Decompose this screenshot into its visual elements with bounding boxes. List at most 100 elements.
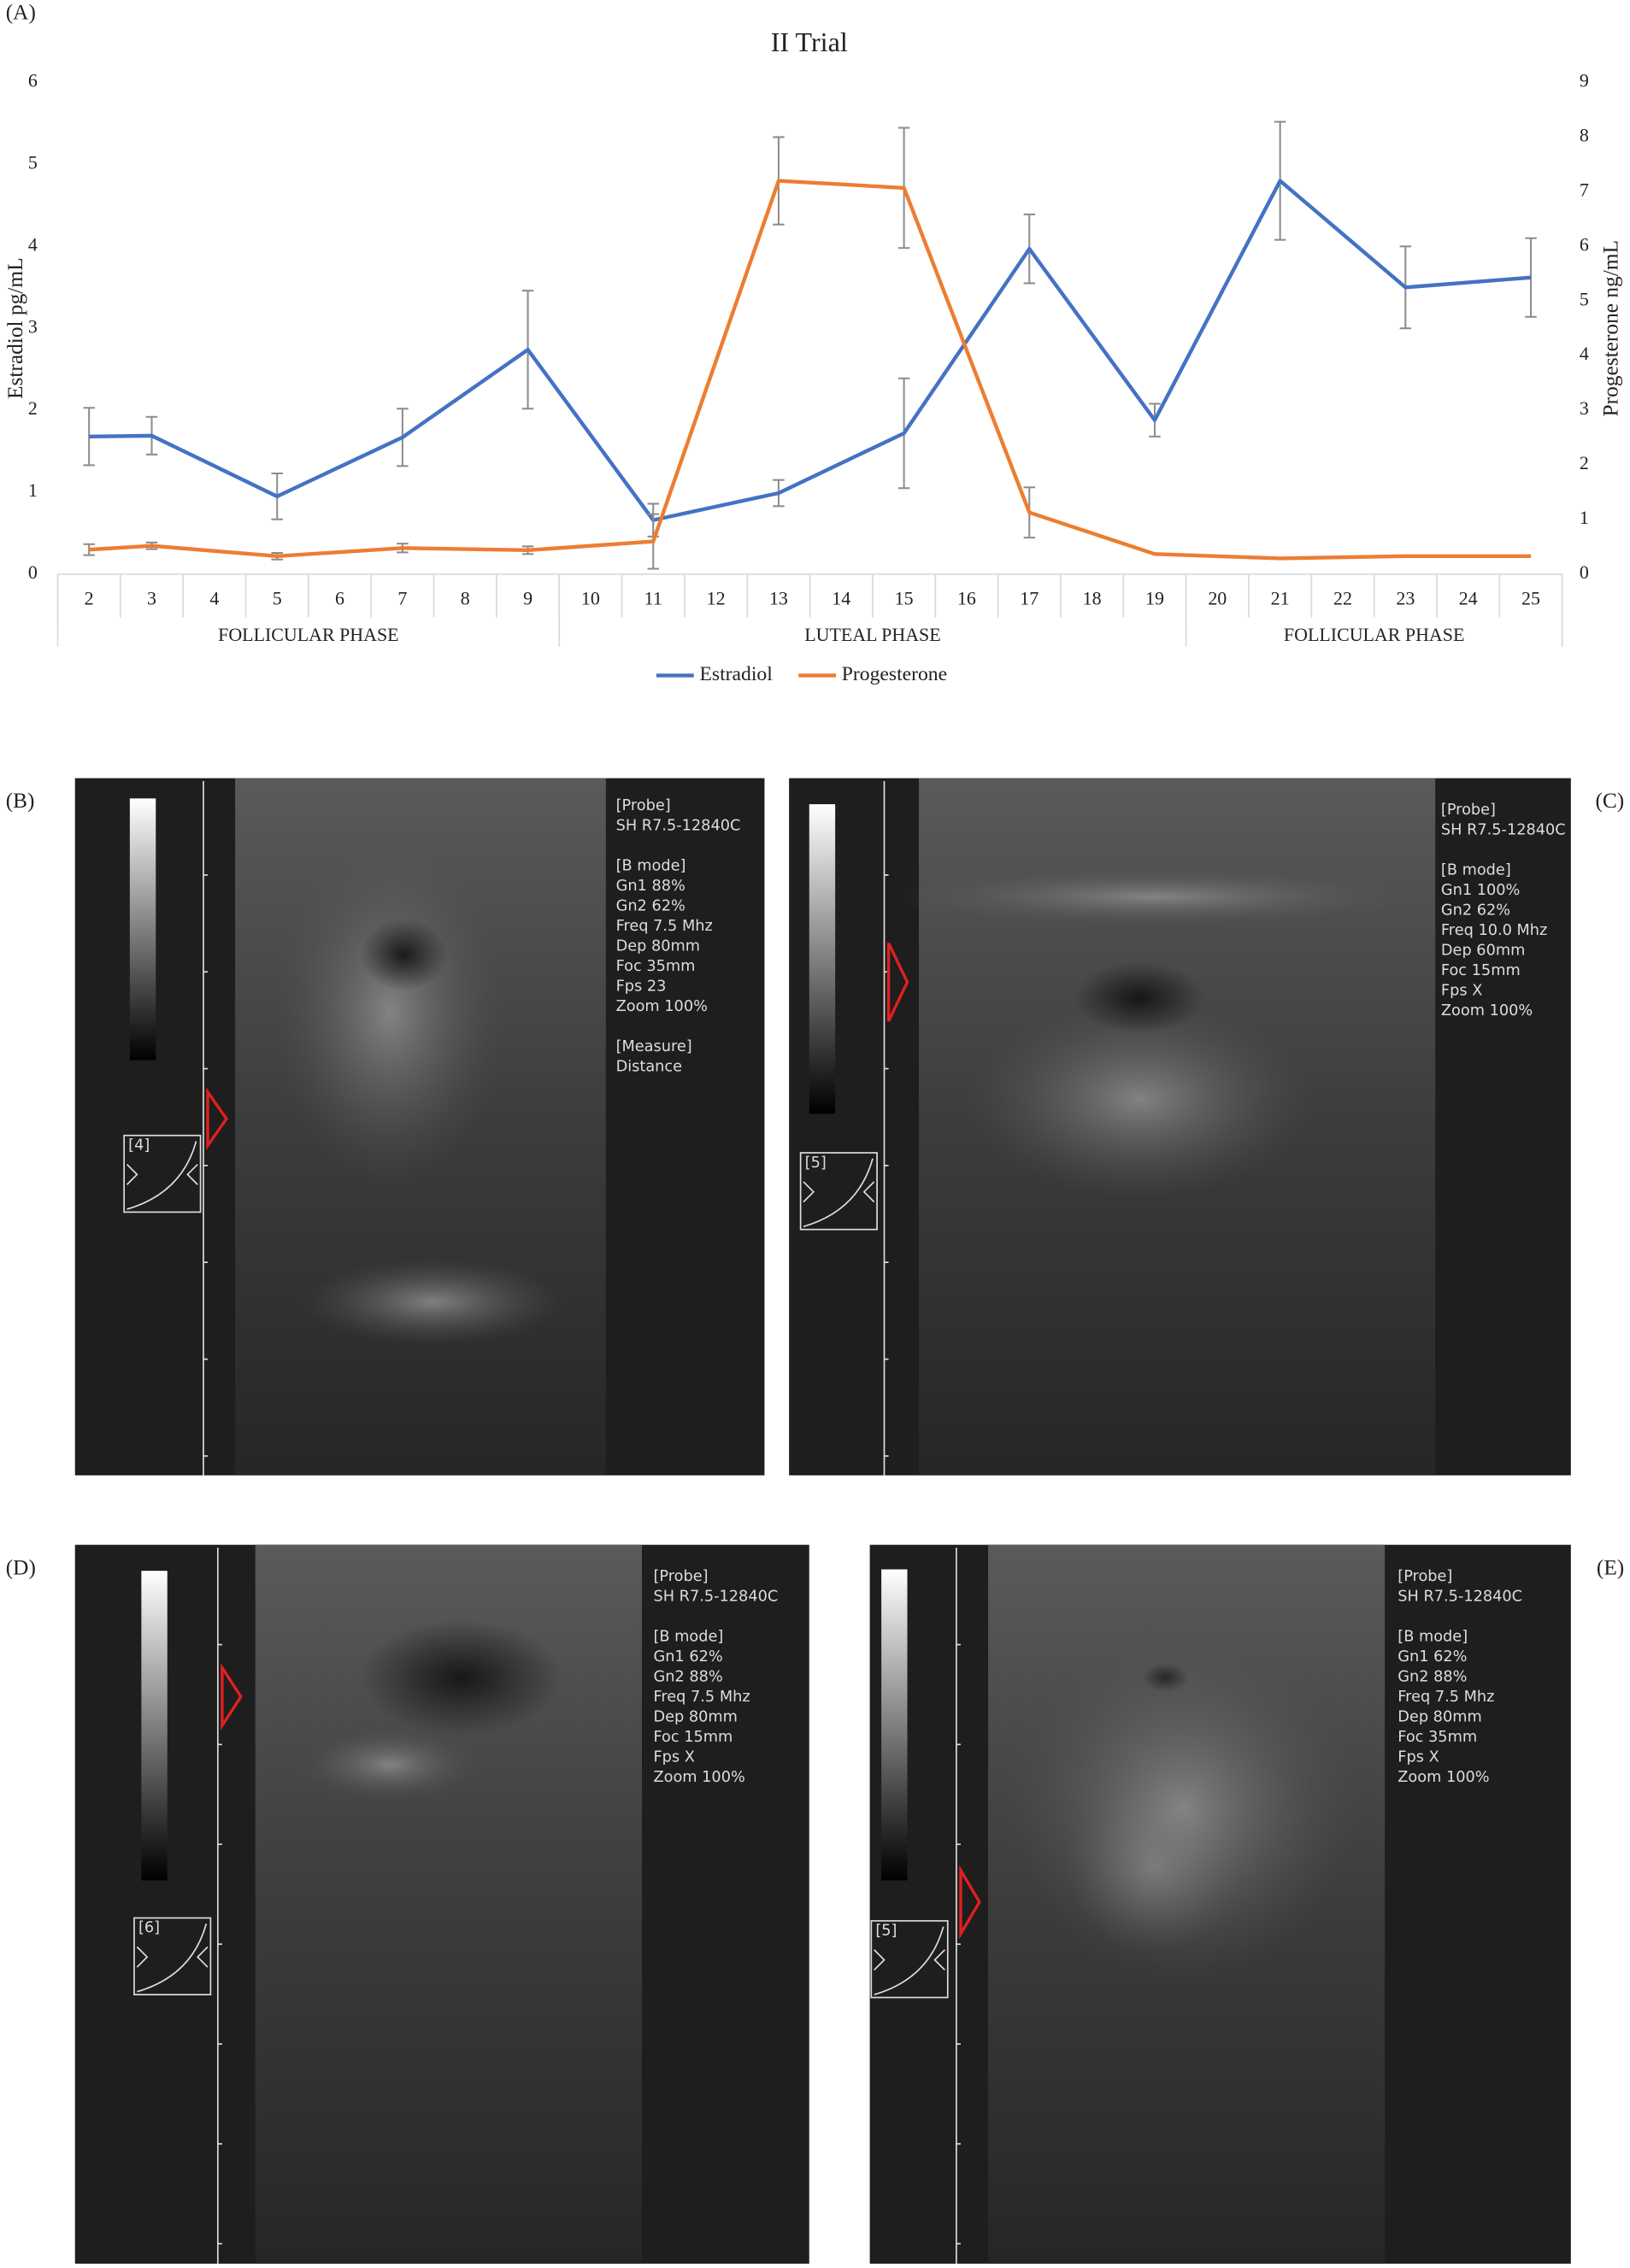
panel-label: (B) [6, 789, 35, 813]
settings-line: Zoom 100% [1441, 1002, 1533, 1019]
x-tick-label: 12 [707, 587, 726, 608]
x-tick-label: 4 [209, 587, 219, 608]
x-tick-label: 10 [581, 587, 600, 608]
x-tick-label: 2 [85, 587, 94, 608]
settings-line: Foc 15mm [1441, 962, 1521, 979]
tissue [966, 997, 1313, 1201]
focus-marker [221, 1662, 243, 1730]
settings-line: Dep 80mm [653, 1709, 737, 1726]
focus-marker [886, 942, 909, 1022]
y2-tick-label: 7 [1580, 179, 1589, 200]
x-tick-label: 20 [1208, 587, 1227, 608]
probe-curve [803, 1158, 875, 1228]
settings-line: Foc 35mm [616, 958, 696, 975]
settings-line: Dep 80mm [616, 937, 700, 955]
settings-line: Gn2 62% [1441, 902, 1510, 919]
settings-line: Zoom 100% [1398, 1769, 1489, 1786]
probe-label: [5] [875, 1923, 897, 1940]
x-tick-label: 8 [461, 587, 470, 608]
group-label: LUTEAL PHASE [804, 624, 940, 645]
x-tick-label: 18 [1083, 587, 1102, 608]
tissue [274, 838, 505, 1186]
settings-line: Distance [616, 1059, 682, 1076]
chart-title: II Trial [771, 26, 848, 57]
y2-tick-label: 3 [1580, 397, 1589, 419]
settings-line: SH R7.5-12840C [1398, 1588, 1522, 1605]
probe-box [870, 1919, 949, 1999]
x-tick-label: 13 [769, 587, 788, 608]
grayscale-bar [129, 798, 156, 1061]
settings-line: Gn2 88% [1398, 1669, 1467, 1686]
tissue [303, 1258, 563, 1346]
settings-line: Freq 7.5 Mhz [653, 1689, 750, 1706]
grayscale-bar [141, 1571, 168, 1881]
settings-line: [B mode] [616, 857, 686, 874]
settings-line: Foc 15mm [653, 1729, 733, 1746]
grayscale-bar [809, 804, 836, 1114]
settings-line: Gn2 62% [616, 897, 686, 914]
probe-label: [4] [128, 1137, 150, 1155]
x-tick-label: 24 [1459, 587, 1478, 608]
y2-tick-label: 8 [1580, 124, 1589, 145]
tissue [303, 1728, 476, 1801]
focus-marker [959, 1865, 981, 1940]
settings-line: [Probe] [653, 1568, 708, 1585]
x-tick-label: 5 [273, 587, 282, 608]
data-line [89, 179, 1532, 522]
settings-line: Gn1 88% [616, 878, 686, 895]
probe-label: [6] [138, 1919, 160, 1936]
panel-label: (E) [1597, 1555, 1624, 1579]
settings-line: Freq 7.5 Mhz [1398, 1689, 1494, 1706]
y2-tick-label: 2 [1580, 452, 1589, 473]
settings-line: Zoom 100% [653, 1769, 744, 1786]
y2-tick-label: 1 [1580, 507, 1589, 528]
y2-tick-label: 4 [1580, 343, 1589, 364]
tissue [1074, 961, 1205, 1035]
y2-axis-label: Progesterone ng/mL [1599, 240, 1623, 417]
settings-line: Fps X [653, 1749, 694, 1766]
settings-line: SH R7.5-12840C [1441, 821, 1566, 838]
settings-line: Gn2 88% [653, 1669, 722, 1686]
x-tick-label: 17 [1020, 587, 1039, 608]
x-tick-label: 16 [957, 587, 976, 608]
settings-line: [Measure] [616, 1038, 692, 1055]
legend-label: Progesterone [842, 663, 947, 685]
tissue [360, 918, 448, 991]
settings-line: [B mode] [1441, 861, 1511, 878]
data-line [89, 179, 1532, 561]
y2-tick-label: 6 [1580, 233, 1589, 255]
probe-curve [874, 1926, 945, 1995]
x-tick-label: 9 [523, 587, 533, 608]
tissue [894, 867, 1414, 926]
x-tick-label: 21 [1271, 587, 1290, 608]
y2-tick-label: 5 [1580, 288, 1589, 309]
settings-line: Fps X [1398, 1749, 1439, 1766]
settings-line: Gn1 62% [1398, 1648, 1467, 1666]
x-tick-label: 3 [147, 587, 156, 608]
x-tick-label: 6 [335, 587, 344, 608]
y-tick-label: 6 [28, 70, 38, 91]
x-tick-label: 11 [644, 587, 662, 608]
x-tick-label: 25 [1521, 587, 1540, 608]
y-tick-label: 1 [28, 479, 38, 501]
settings-line: Freq 7.5 Mhz [616, 918, 713, 935]
settings-line: SH R7.5-12840C [616, 817, 741, 834]
y-tick-label: 2 [28, 397, 38, 419]
y-tick-label: 0 [28, 561, 38, 583]
settings-line: Gn1 100% [1441, 882, 1520, 899]
legend-label: Estradiol [699, 663, 773, 685]
y-tick-label: 4 [28, 233, 38, 255]
settings-line: [B mode] [653, 1629, 723, 1646]
y2-tick-label: 0 [1580, 561, 1589, 583]
panel-label: (A) [6, 1, 36, 25]
y-tick-label: 3 [28, 315, 38, 337]
x-tick-label: 14 [832, 587, 850, 608]
probe-box [799, 1152, 878, 1231]
probe-box [123, 1134, 202, 1213]
settings-line: [Probe] [1398, 1568, 1452, 1585]
settings-line: Fps 23 [616, 978, 667, 996]
probe-box [133, 1917, 212, 1995]
group-label: FOLLICULAR PHASE [218, 624, 398, 645]
